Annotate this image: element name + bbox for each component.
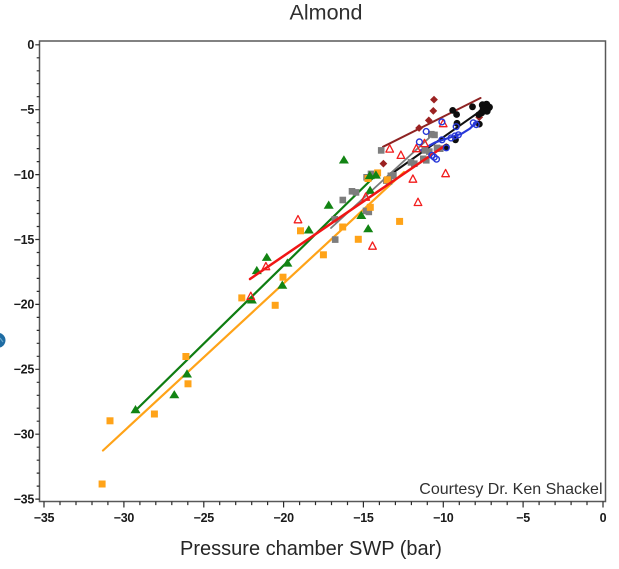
svg-text:Almond: Almond [290, 1, 363, 25]
svg-text:0: 0 [600, 511, 607, 525]
svg-text:−35: −35 [14, 492, 35, 506]
svg-text:−5: −5 [20, 103, 34, 117]
svg-text:−35: −35 [34, 511, 55, 525]
svg-text:Pressure chamber SWP (bar): Pressure chamber SWP (bar) [180, 538, 442, 560]
svg-text:−25: −25 [14, 363, 35, 377]
svg-text:0: 0 [27, 38, 34, 52]
svg-text:−30: −30 [114, 511, 135, 525]
svg-text:−15: −15 [14, 233, 35, 247]
svg-text:−10: −10 [433, 511, 454, 525]
svg-text:−10: −10 [14, 168, 35, 182]
svg-text:−15: −15 [353, 511, 374, 525]
svg-text:−20: −20 [273, 511, 294, 525]
svg-text:Courtesy Dr. Ken Shackel: Courtesy Dr. Ken Shackel [419, 481, 602, 498]
svg-text:−30: −30 [14, 428, 35, 442]
svg-text:−25: −25 [194, 511, 215, 525]
svg-text:−5: −5 [516, 511, 530, 525]
svg-text:−20: −20 [14, 298, 35, 312]
